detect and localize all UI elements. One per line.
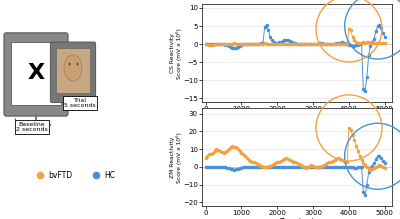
X-axis label: Time (ms): Time (ms) <box>280 113 314 120</box>
FancyBboxPatch shape <box>4 33 68 116</box>
Y-axis label: ZM Reactivity
Score (mV x 10⁶): ZM Reactivity Score (mV x 10⁶) <box>170 132 182 183</box>
Text: X: X <box>28 63 44 83</box>
Text: Trial
5 seconds: Trial 5 seconds <box>64 97 96 108</box>
Ellipse shape <box>64 55 82 81</box>
Text: HC: HC <box>104 171 115 180</box>
Bar <box>56 48 90 93</box>
Text: bvFTD: bvFTD <box>48 171 72 180</box>
Y-axis label: CS Reactivity
Score (mV x 10⁶): CS Reactivity Score (mV x 10⁶) <box>170 28 182 79</box>
FancyBboxPatch shape <box>50 42 96 102</box>
Text: Baseline
2 seconds: Baseline 2 seconds <box>16 122 48 132</box>
X-axis label: Time (ms): Time (ms) <box>280 217 314 219</box>
Bar <box>11 42 61 105</box>
